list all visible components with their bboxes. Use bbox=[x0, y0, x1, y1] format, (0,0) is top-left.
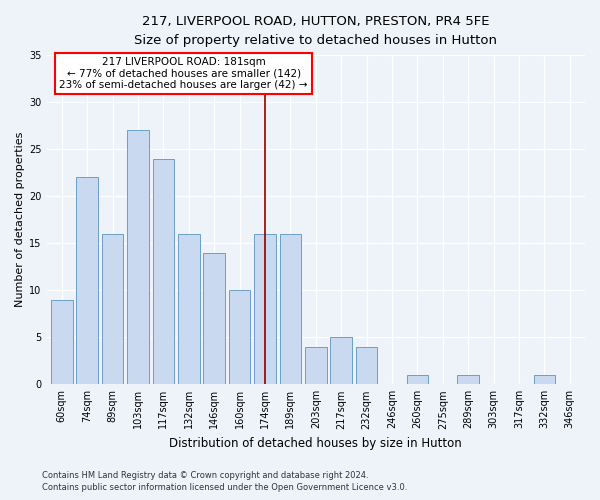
Y-axis label: Number of detached properties: Number of detached properties bbox=[15, 132, 25, 308]
Bar bbox=[280, 234, 301, 384]
Bar bbox=[203, 252, 225, 384]
Bar bbox=[305, 346, 326, 385]
Bar bbox=[331, 338, 352, 384]
Bar bbox=[178, 234, 200, 384]
Bar bbox=[533, 375, 555, 384]
Bar bbox=[51, 300, 73, 384]
Bar bbox=[254, 234, 276, 384]
Bar bbox=[102, 234, 124, 384]
Bar bbox=[356, 346, 377, 385]
Title: 217, LIVERPOOL ROAD, HUTTON, PRESTON, PR4 5FE
Size of property relative to detac: 217, LIVERPOOL ROAD, HUTTON, PRESTON, PR… bbox=[134, 15, 497, 47]
X-axis label: Distribution of detached houses by size in Hutton: Distribution of detached houses by size … bbox=[169, 437, 462, 450]
Bar bbox=[407, 375, 428, 384]
Bar bbox=[229, 290, 250, 384]
Bar bbox=[127, 130, 149, 384]
Bar bbox=[76, 178, 98, 384]
Bar bbox=[152, 158, 174, 384]
Text: 217 LIVERPOOL ROAD: 181sqm
← 77% of detached houses are smaller (142)
23% of sem: 217 LIVERPOOL ROAD: 181sqm ← 77% of deta… bbox=[59, 57, 308, 90]
Text: Contains HM Land Registry data © Crown copyright and database right 2024.
Contai: Contains HM Land Registry data © Crown c… bbox=[42, 471, 407, 492]
Bar bbox=[457, 375, 479, 384]
